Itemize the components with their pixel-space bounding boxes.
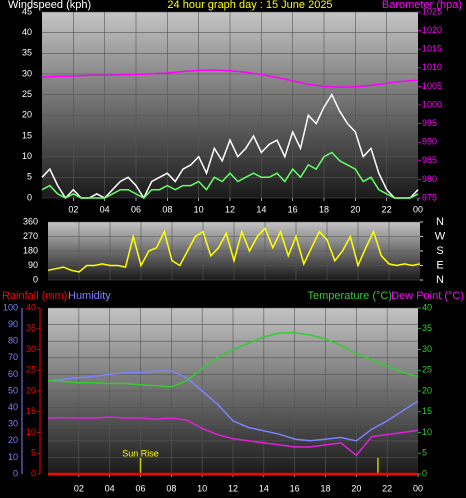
x-tick-label: 08 [166, 483, 176, 493]
x-tick-label: 12 [228, 483, 238, 493]
tick-label: 35 [22, 48, 32, 58]
x-tick-label: 20 [350, 204, 360, 214]
tick-label: 5 [422, 448, 427, 458]
tick-label: 20 [26, 385, 36, 395]
x-tick-label: 00 [413, 483, 423, 493]
legend-label: Dew Point (°C) [391, 290, 464, 302]
tick-label: 975 [422, 192, 437, 202]
tick-label: 5 [31, 448, 36, 458]
series-line [47, 227, 421, 273]
tick-label: 40 [8, 402, 18, 412]
tick-label: 1025 [422, 6, 442, 16]
tick-label: 985 [422, 155, 437, 165]
tick-label: 0 [422, 468, 427, 478]
tick-label: 15 [22, 130, 32, 140]
tick-label: 990 [422, 137, 437, 147]
tick-label: 30 [422, 344, 432, 354]
x-tick-label: 14 [259, 483, 269, 493]
x-tick-label: 02 [68, 204, 78, 214]
tick-label: 10 [8, 452, 18, 462]
tick-label: 0 [13, 468, 18, 478]
tick-label: N [436, 216, 444, 228]
x-tick-label: 18 [319, 204, 329, 214]
tick-label: 15 [26, 406, 36, 416]
tick-label: 1015 [422, 44, 442, 54]
tick-label: 20 [8, 435, 18, 445]
tick-label: 35 [26, 323, 36, 333]
tick-label: 60 [8, 369, 18, 379]
x-tick-label: 18 [320, 483, 330, 493]
tick-label: 90 [8, 319, 18, 329]
series-line [41, 151, 419, 199]
tick-label: 50 [8, 385, 18, 395]
tick-label: 995 [422, 118, 437, 128]
x-tick-label: 06 [135, 483, 145, 493]
x-tick-label: 02 [74, 483, 84, 493]
y-axis-label: Windspeed (kph) [8, 0, 91, 11]
x-tick-label: 10 [194, 204, 204, 214]
tick-label: 15 [422, 406, 432, 416]
tick-label: 30 [26, 344, 36, 354]
x-tick-label: 00 [413, 204, 423, 214]
tick-label: 30 [8, 419, 18, 429]
tick-label: 25 [22, 89, 32, 99]
tick-label: S [436, 245, 443, 257]
x-tick-label: 16 [288, 204, 298, 214]
chart-title: 24 hour graph day : 15 June 2025 [167, 0, 332, 11]
tick-label: 360 [23, 216, 38, 226]
tick-label: 25 [422, 365, 432, 375]
tick-label: 10 [22, 151, 32, 161]
tick-label: 100 [3, 302, 18, 312]
tick-label: 20 [422, 385, 432, 395]
tick-label: 40 [22, 27, 32, 37]
x-tick-label: 12 [225, 204, 235, 214]
tick-label: 70 [8, 352, 18, 362]
x-tick-label: 06 [131, 204, 141, 214]
tick-label: 5 [27, 172, 32, 182]
tick-label: E [436, 259, 443, 271]
x-tick-label: 22 [382, 483, 392, 493]
tick-label: 980 [422, 174, 437, 184]
tick-label: 0 [27, 192, 32, 202]
x-tick-label: 10 [197, 483, 207, 493]
x-tick-label: 16 [290, 483, 300, 493]
tick-label: 10 [26, 427, 36, 437]
x-tick-label: 14 [256, 204, 266, 214]
tick-label: 30 [22, 68, 32, 78]
x-tick-label: 04 [105, 483, 115, 493]
tick-label: 1010 [422, 62, 442, 72]
legend-label: Rainfall (mm) [2, 290, 67, 302]
series-line [47, 370, 419, 442]
tick-label: 40 [422, 302, 432, 312]
series-line [41, 69, 419, 88]
tick-label: 45 [22, 6, 32, 16]
annotation: Sun Rise [122, 448, 159, 458]
tick-label: N [436, 274, 444, 286]
x-tick-label: 08 [162, 204, 172, 214]
tick-label: 180 [23, 245, 38, 255]
x-tick-label: 22 [382, 204, 392, 214]
x-tick-label: 04 [100, 204, 110, 214]
y2-axis-label: Barometer (hpa) [382, 0, 462, 11]
legend-label: Temperature (°C) [308, 290, 392, 302]
tick-label: 0 [33, 274, 38, 284]
tick-label: 0 [31, 468, 36, 478]
tick-label: 1020 [422, 25, 442, 35]
tick-label: 80 [8, 336, 18, 346]
tick-label: 20 [22, 110, 32, 120]
tick-label: 90 [28, 260, 38, 270]
x-tick-label: 20 [351, 483, 361, 493]
tick-label: 1005 [422, 81, 442, 91]
tick-label: 1000 [422, 99, 442, 109]
series-line [47, 332, 419, 388]
tick-label: 270 [23, 231, 38, 241]
tick-label: 10 [422, 427, 432, 437]
tick-label: 40 [26, 302, 36, 312]
legend-label: Humidity [68, 290, 111, 302]
tick-label: 25 [26, 365, 36, 375]
tick-label: 35 [422, 323, 432, 333]
tick-label: W [435, 230, 446, 242]
series-line [47, 416, 419, 457]
